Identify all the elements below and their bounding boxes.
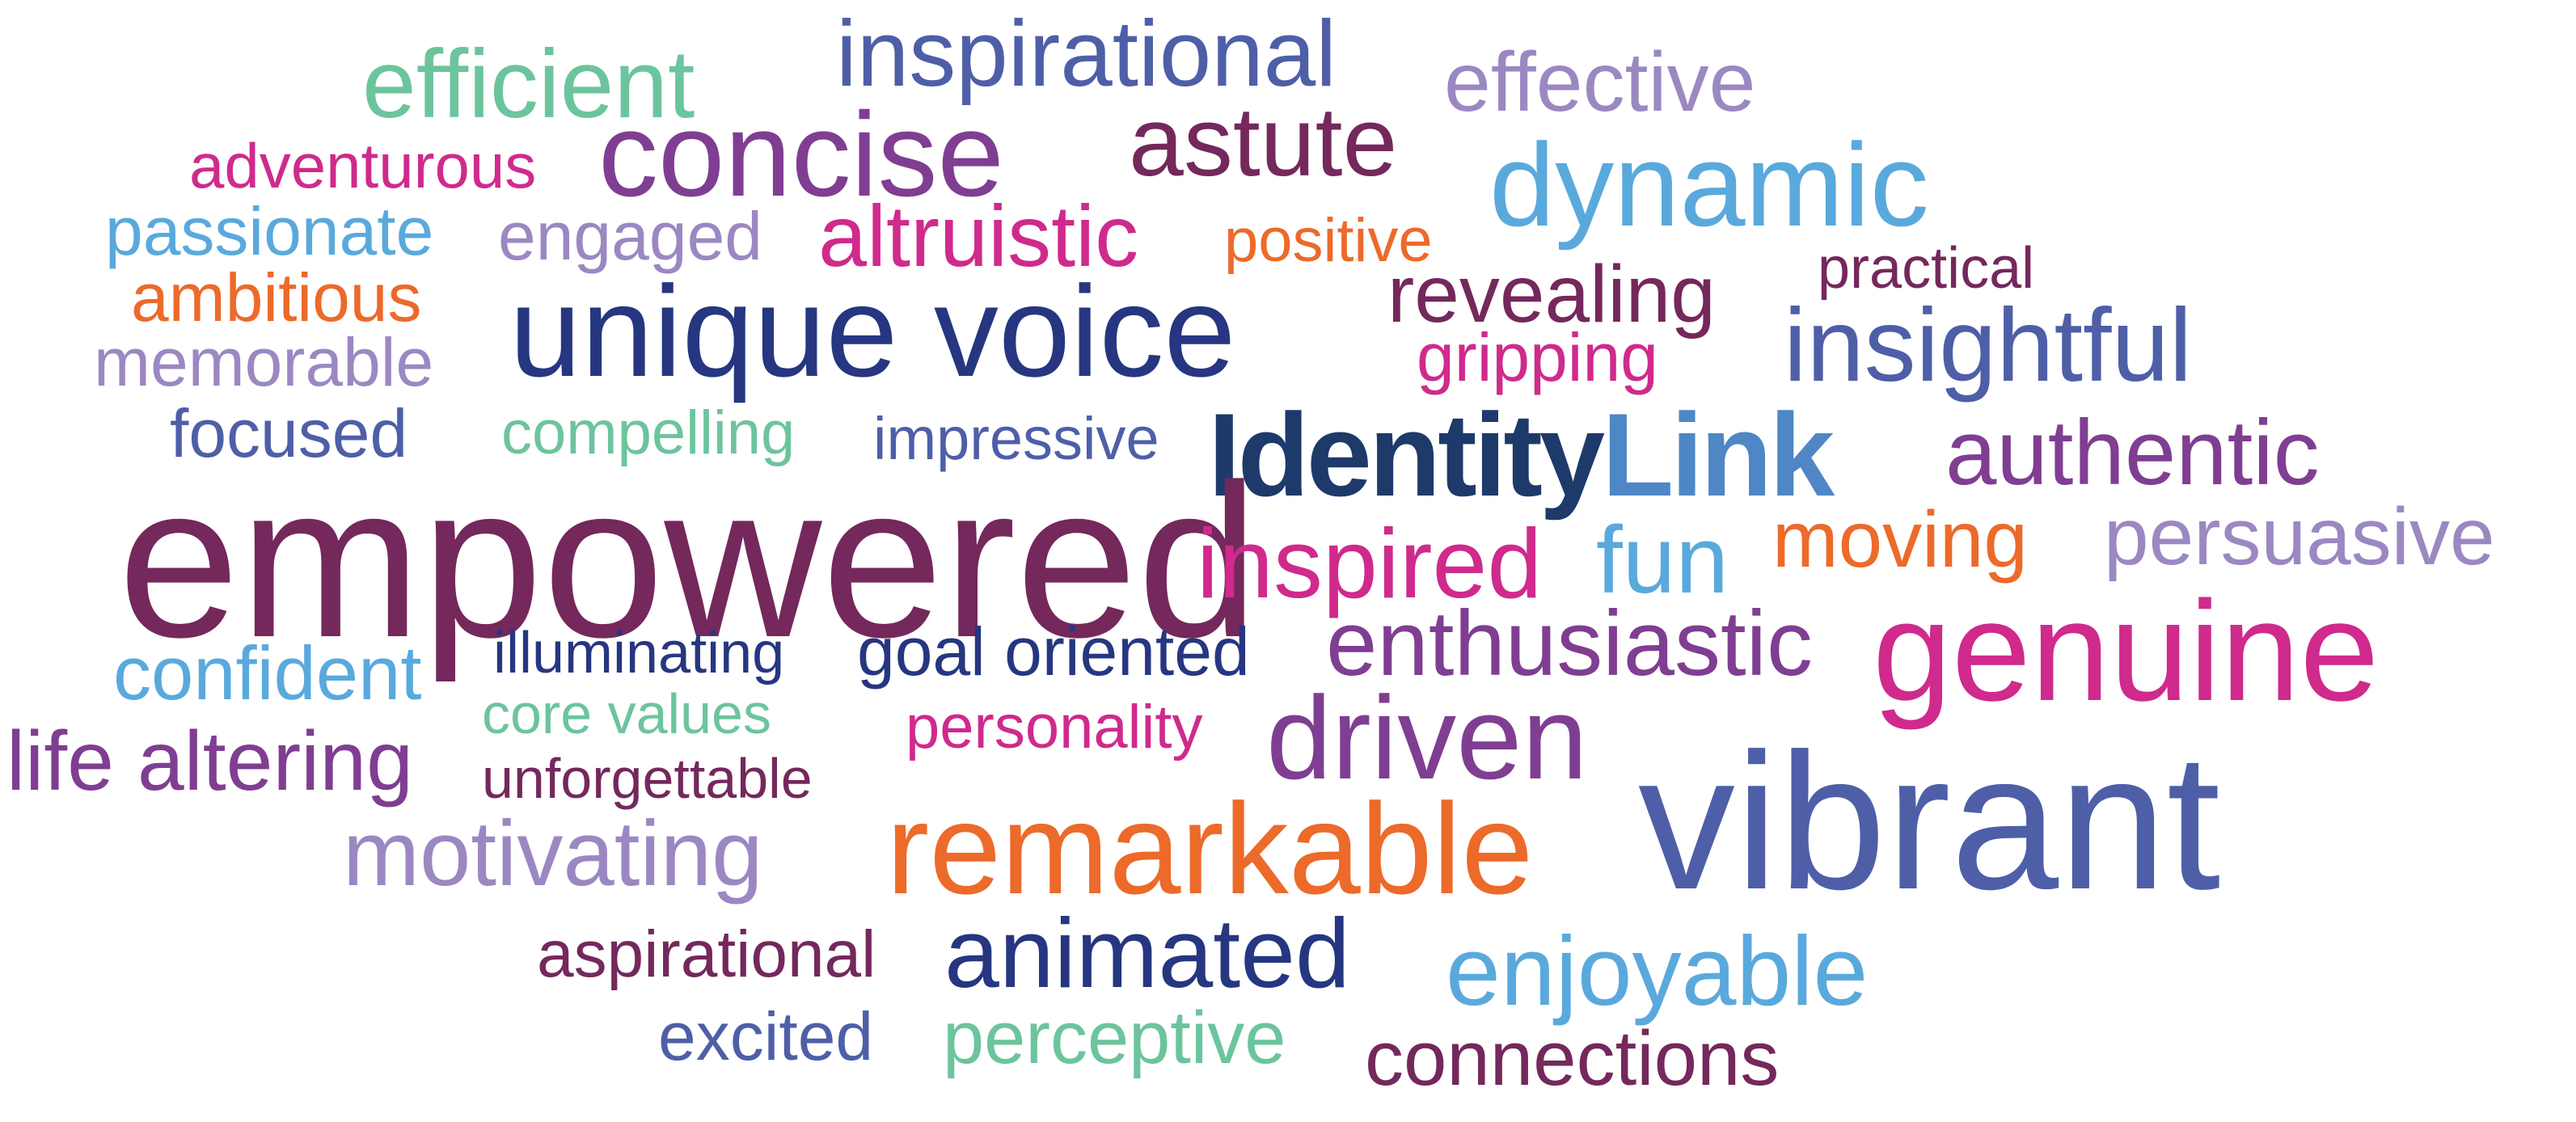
word-genuine: genuine <box>1873 572 2380 731</box>
word-vibrant: vibrant <box>1638 713 2221 930</box>
word-confident: confident <box>113 631 422 715</box>
word-impressive: impressive <box>873 405 1159 472</box>
word-aspirational: aspirational <box>537 917 876 991</box>
identitylink-logo-part2: Link <box>1602 389 1835 521</box>
word-inspired: inspired <box>1197 508 1543 618</box>
word-effective: effective <box>1444 36 1756 129</box>
identitylink-logo: IdentityLink <box>1208 396 1835 514</box>
word-efficient: efficient <box>362 30 695 138</box>
word-authentic: authentic <box>1945 402 2320 504</box>
word-connections: connections <box>1365 1015 1780 1102</box>
word-focused: focused <box>170 395 408 471</box>
word-illuminating: illuminating <box>493 621 785 685</box>
word-driven: driven <box>1266 672 1588 804</box>
word-inspirational: inspirational <box>836 1 1337 106</box>
word-enthusiastic: enthusiastic <box>1326 593 1814 695</box>
word-practical: practical <box>1818 236 2035 301</box>
word-dynamic: dynamic <box>1489 119 1929 251</box>
word-goal-oriented: goal oriented <box>857 614 1250 690</box>
word-motivating: motivating <box>343 803 763 905</box>
word-compelling: compelling <box>501 399 796 467</box>
word-adventurous: adventurous <box>189 130 537 201</box>
word-persuasive: persuasive <box>2104 491 2495 582</box>
word-personality: personality <box>906 693 1203 761</box>
word-animated: animated <box>944 898 1350 1008</box>
word-insightful: insightful <box>1784 288 2193 403</box>
word-gripping: gripping <box>1417 319 1658 395</box>
word-life-altering: life altering <box>6 715 413 808</box>
word-moving: moving <box>1772 495 2028 584</box>
word-engaged: engaged <box>498 198 763 274</box>
word-positive: positive <box>1224 206 1433 275</box>
word-concise: concise <box>598 88 1004 221</box>
word-core-values: core values <box>482 682 771 745</box>
word-ambitious: ambitious <box>131 259 422 335</box>
word-passionate: passionate <box>105 193 434 269</box>
word-empowered: empowered <box>118 440 1259 683</box>
word-revealing: revealing <box>1387 249 1716 340</box>
word-fun: fun <box>1596 507 1729 614</box>
word-altruistic: altruistic <box>818 187 1139 285</box>
word-enjoyable: enjoyable <box>1446 916 1869 1026</box>
word-unique-voice: unique voice <box>509 259 1236 403</box>
word-perceptive: perceptive <box>943 997 1286 1079</box>
identitylink-logo-part1: Identity <box>1208 389 1605 521</box>
word-unforgettable: unforgettable <box>482 747 813 810</box>
word-excited: excited <box>658 998 874 1074</box>
word-astute: astute <box>1129 86 1398 196</box>
word-memorable: memorable <box>94 324 434 400</box>
word-remarkable: remarkable <box>886 776 1534 921</box>
